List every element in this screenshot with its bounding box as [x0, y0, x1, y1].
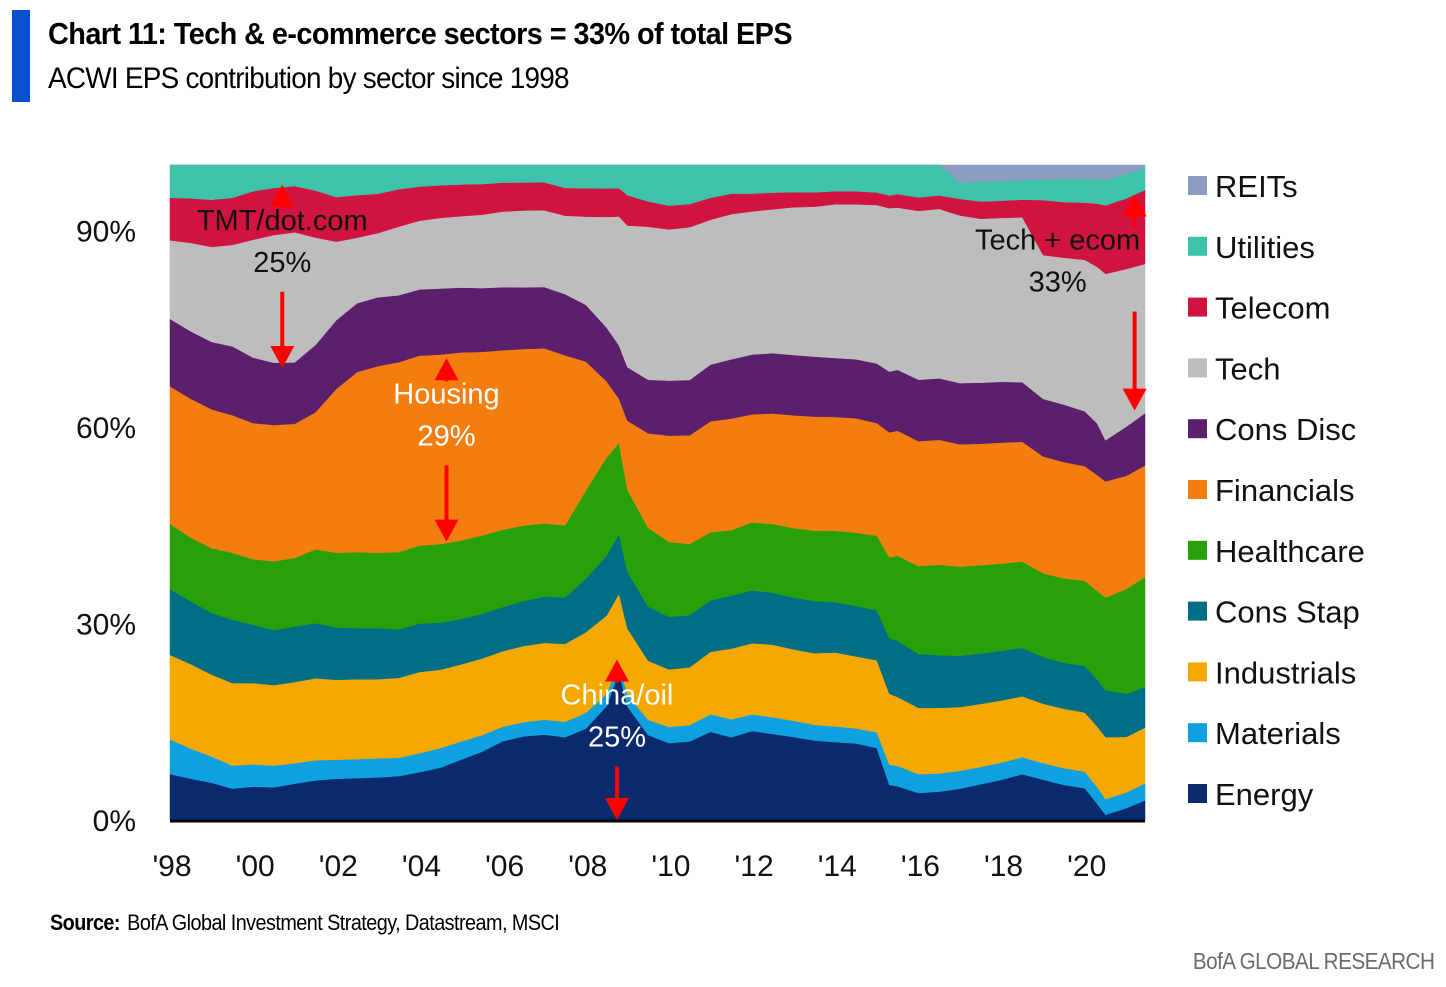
legend-swatch — [1188, 236, 1207, 256]
annotation-text: Tech + ecom — [975, 224, 1140, 256]
x-tick-label: '08 — [568, 850, 607, 883]
legend: REITs Utilities Telecom Tech Cons Disc Financ… — [1188, 169, 1365, 812]
legend-label: Cons Disc — [1215, 412, 1356, 447]
annotation-tmt: TMT/dot.com 25% — [197, 184, 368, 369]
x-tick-label: '06 — [485, 850, 524, 883]
legend-swatch — [1188, 419, 1207, 439]
legend-item-cons-stap: Cons Stap — [1188, 595, 1360, 630]
x-tick-label: '12 — [735, 850, 774, 883]
chart-subtitle: ACWI EPS contribution by sector since 19… — [48, 62, 570, 95]
area-reits — [170, 164, 1146, 183]
annotation-text: 29% — [417, 420, 475, 452]
x-tick-label: '04 — [402, 850, 441, 883]
source-note: Source: BofA Global Investment Strategy, … — [50, 910, 560, 936]
legend-item-industrials: Industrials — [1188, 655, 1356, 690]
legend-label: Materials — [1215, 716, 1341, 751]
legend-label: Healthcare — [1215, 534, 1365, 569]
x-tick-label: '02 — [319, 850, 358, 883]
annotation-text: 25% — [253, 247, 311, 279]
legend-swatch — [1188, 784, 1207, 803]
annotation-text: 33% — [1029, 266, 1087, 298]
area-series-group — [169, 164, 1146, 821]
legend-item-financials: Financials — [1188, 473, 1355, 508]
annotation-china: China/oil 25% — [561, 659, 674, 820]
legend-item-utilities: Utilities — [1188, 230, 1315, 265]
annotation-text: TMT/dot.com — [197, 205, 368, 237]
chart-title: Chart 11: Tech & e-commerce sectors = 33… — [48, 16, 793, 51]
brand-label: BofA GLOBAL RESEARCH — [1192, 948, 1434, 974]
arrow-head-down-icon — [434, 519, 459, 542]
legend-item-tech: Tech — [1188, 351, 1280, 386]
y-tick-label: 90% — [76, 216, 136, 249]
x-tick-label: '18 — [984, 850, 1023, 883]
arrow-head-down-icon — [1122, 388, 1147, 411]
arrow-head-up-icon — [604, 659, 629, 682]
legend-swatch — [1188, 723, 1207, 743]
legend-swatch — [1188, 480, 1207, 499]
source-label: Source: — [50, 910, 120, 935]
arrow-head-down-icon — [270, 346, 295, 369]
legend-swatch — [1188, 662, 1207, 682]
y-axis-tick-labels: 0% 30% 60% 90% — [76, 216, 136, 839]
legend-swatch — [1188, 540, 1207, 560]
legend-item-materials: Materials — [1188, 716, 1341, 751]
legend-swatch — [1188, 601, 1207, 621]
y-tick-label: 30% — [76, 609, 136, 642]
source-text: BofA Global Investment Strategy, Datastr… — [127, 910, 560, 935]
accent-bar — [12, 10, 30, 102]
annotation-text: China/oil — [561, 680, 674, 712]
legend-label: Tech — [1215, 351, 1280, 386]
annotation-text: Housing — [393, 378, 499, 410]
legend-label: Energy — [1215, 777, 1314, 812]
legend-label: Utilities — [1215, 230, 1315, 265]
legend-item-healthcare: Healthcare — [1188, 534, 1365, 569]
y-tick-label: 0% — [93, 805, 136, 838]
legend-swatch — [1188, 358, 1207, 378]
x-tick-label: '20 — [1067, 850, 1106, 883]
y-tick-label: 60% — [76, 412, 136, 445]
x-tick-label: '10 — [651, 850, 690, 883]
x-tick-label: '00 — [236, 850, 275, 883]
legend-item-telecom: Telecom — [1188, 291, 1330, 326]
x-axis-tick-labels: '98 '00 '02 '04 '06 '08 '10 '12 '14 '16 '18 '20 — [152, 850, 1106, 883]
legend-item-cons-disc: Cons Disc — [1188, 412, 1356, 447]
legend-label: REITs — [1215, 169, 1298, 204]
legend-swatch — [1188, 297, 1207, 317]
legend-label: Telecom — [1215, 291, 1330, 326]
arrow-head-up-icon — [434, 358, 459, 381]
arrow-head-up-icon — [1122, 194, 1147, 217]
x-tick-label: '16 — [901, 850, 940, 883]
legend-label: Cons Stap — [1215, 595, 1360, 630]
annotations-group: TMT/dot.com 25% Housing 29% China/oil 25% Tech… — [197, 184, 1147, 820]
legend-label: Financials — [1215, 473, 1355, 508]
legend-label: Industrials — [1215, 655, 1356, 690]
x-tick-label: '98 — [152, 850, 191, 883]
legend-item-energy: Energy — [1188, 777, 1314, 812]
legend-swatch — [1188, 176, 1207, 195]
annotation-techecom: Tech + ecom 33% — [975, 194, 1147, 411]
annotation-housing: Housing 29% — [393, 358, 500, 542]
legend-item-reits: REITs — [1188, 169, 1298, 204]
arrow-head-up-icon — [270, 184, 295, 207]
x-tick-label: '14 — [818, 850, 857, 883]
arrow-head-down-icon — [604, 798, 629, 820]
annotation-text: 25% — [588, 722, 646, 754]
